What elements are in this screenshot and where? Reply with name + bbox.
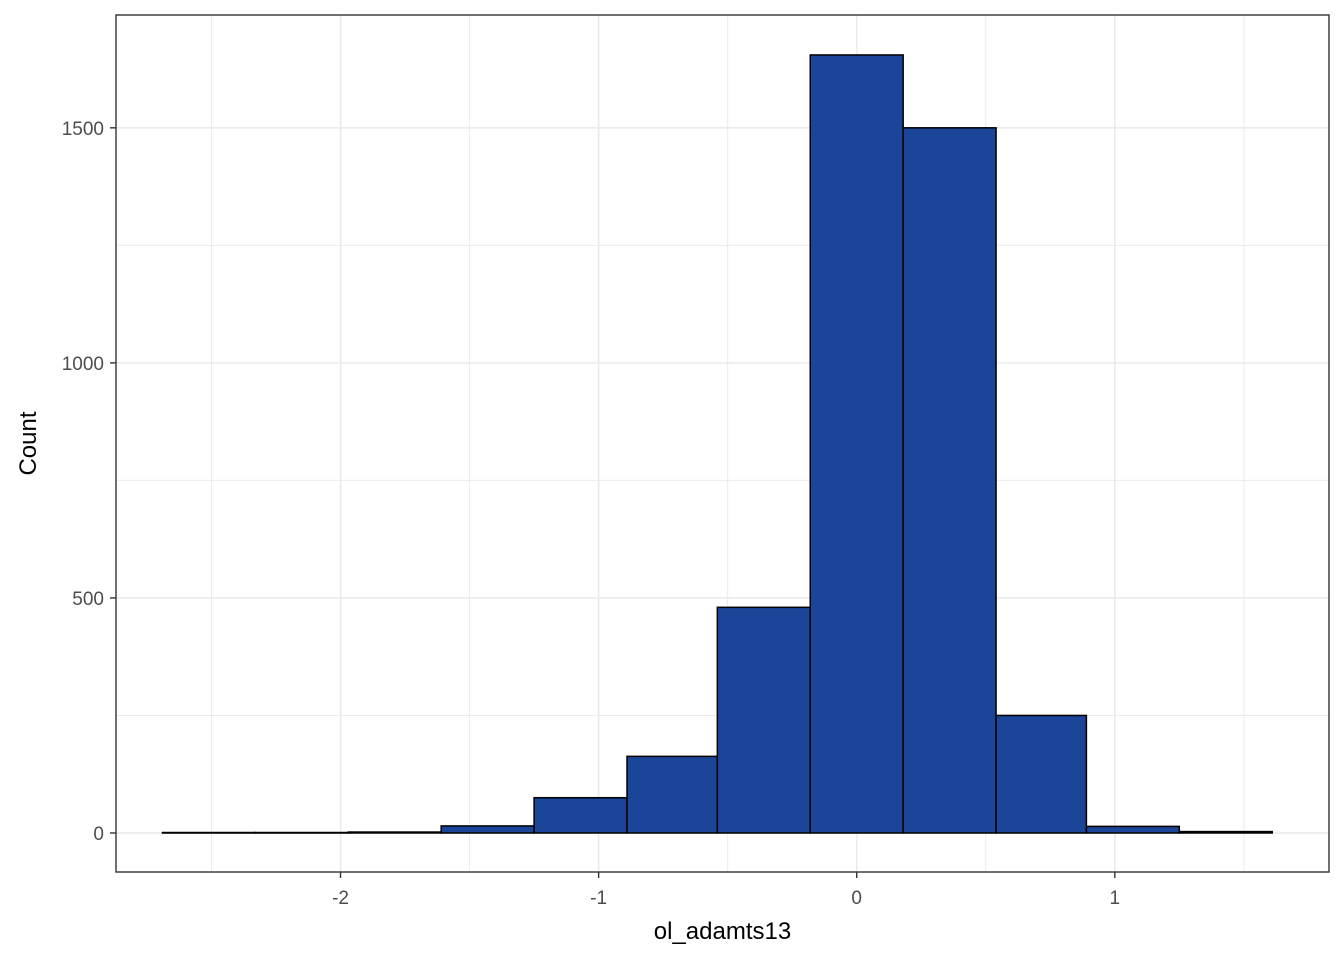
histogram-bar <box>440 825 535 834</box>
histogram-bars <box>161 54 1273 834</box>
x-tick-label: -1 <box>590 888 607 909</box>
x-tick-label: 1 <box>1110 888 1121 909</box>
y-tick-label: 500 <box>72 589 104 610</box>
histogram-bar <box>347 831 442 834</box>
x-tick-label: -2 <box>332 888 349 909</box>
histogram-bar <box>161 831 257 834</box>
plot-panel-border <box>115 14 1330 873</box>
histogram-bar <box>902 127 997 834</box>
y-tick-label: 1000 <box>62 354 104 375</box>
x-axis: -2 -1 0 1 <box>332 872 1120 909</box>
histogram-bar <box>533 796 628 834</box>
x-tick-label: 0 <box>851 888 862 909</box>
y-tick-label: 0 <box>93 824 104 845</box>
y-axis: 0 500 1000 1500 <box>62 119 116 845</box>
x-axis-title: ol_adamts13 <box>654 918 791 945</box>
histogram-bar <box>626 755 719 834</box>
histogram-bar <box>809 54 904 834</box>
histogram-bar <box>716 606 811 834</box>
y-tick-label: 1500 <box>62 119 104 140</box>
histogram-bar <box>1178 830 1273 834</box>
y-axis-title: Count <box>15 411 42 475</box>
histogram-bar <box>1085 825 1181 834</box>
histogram-bar <box>995 714 1088 834</box>
histogram-bar <box>254 831 350 834</box>
